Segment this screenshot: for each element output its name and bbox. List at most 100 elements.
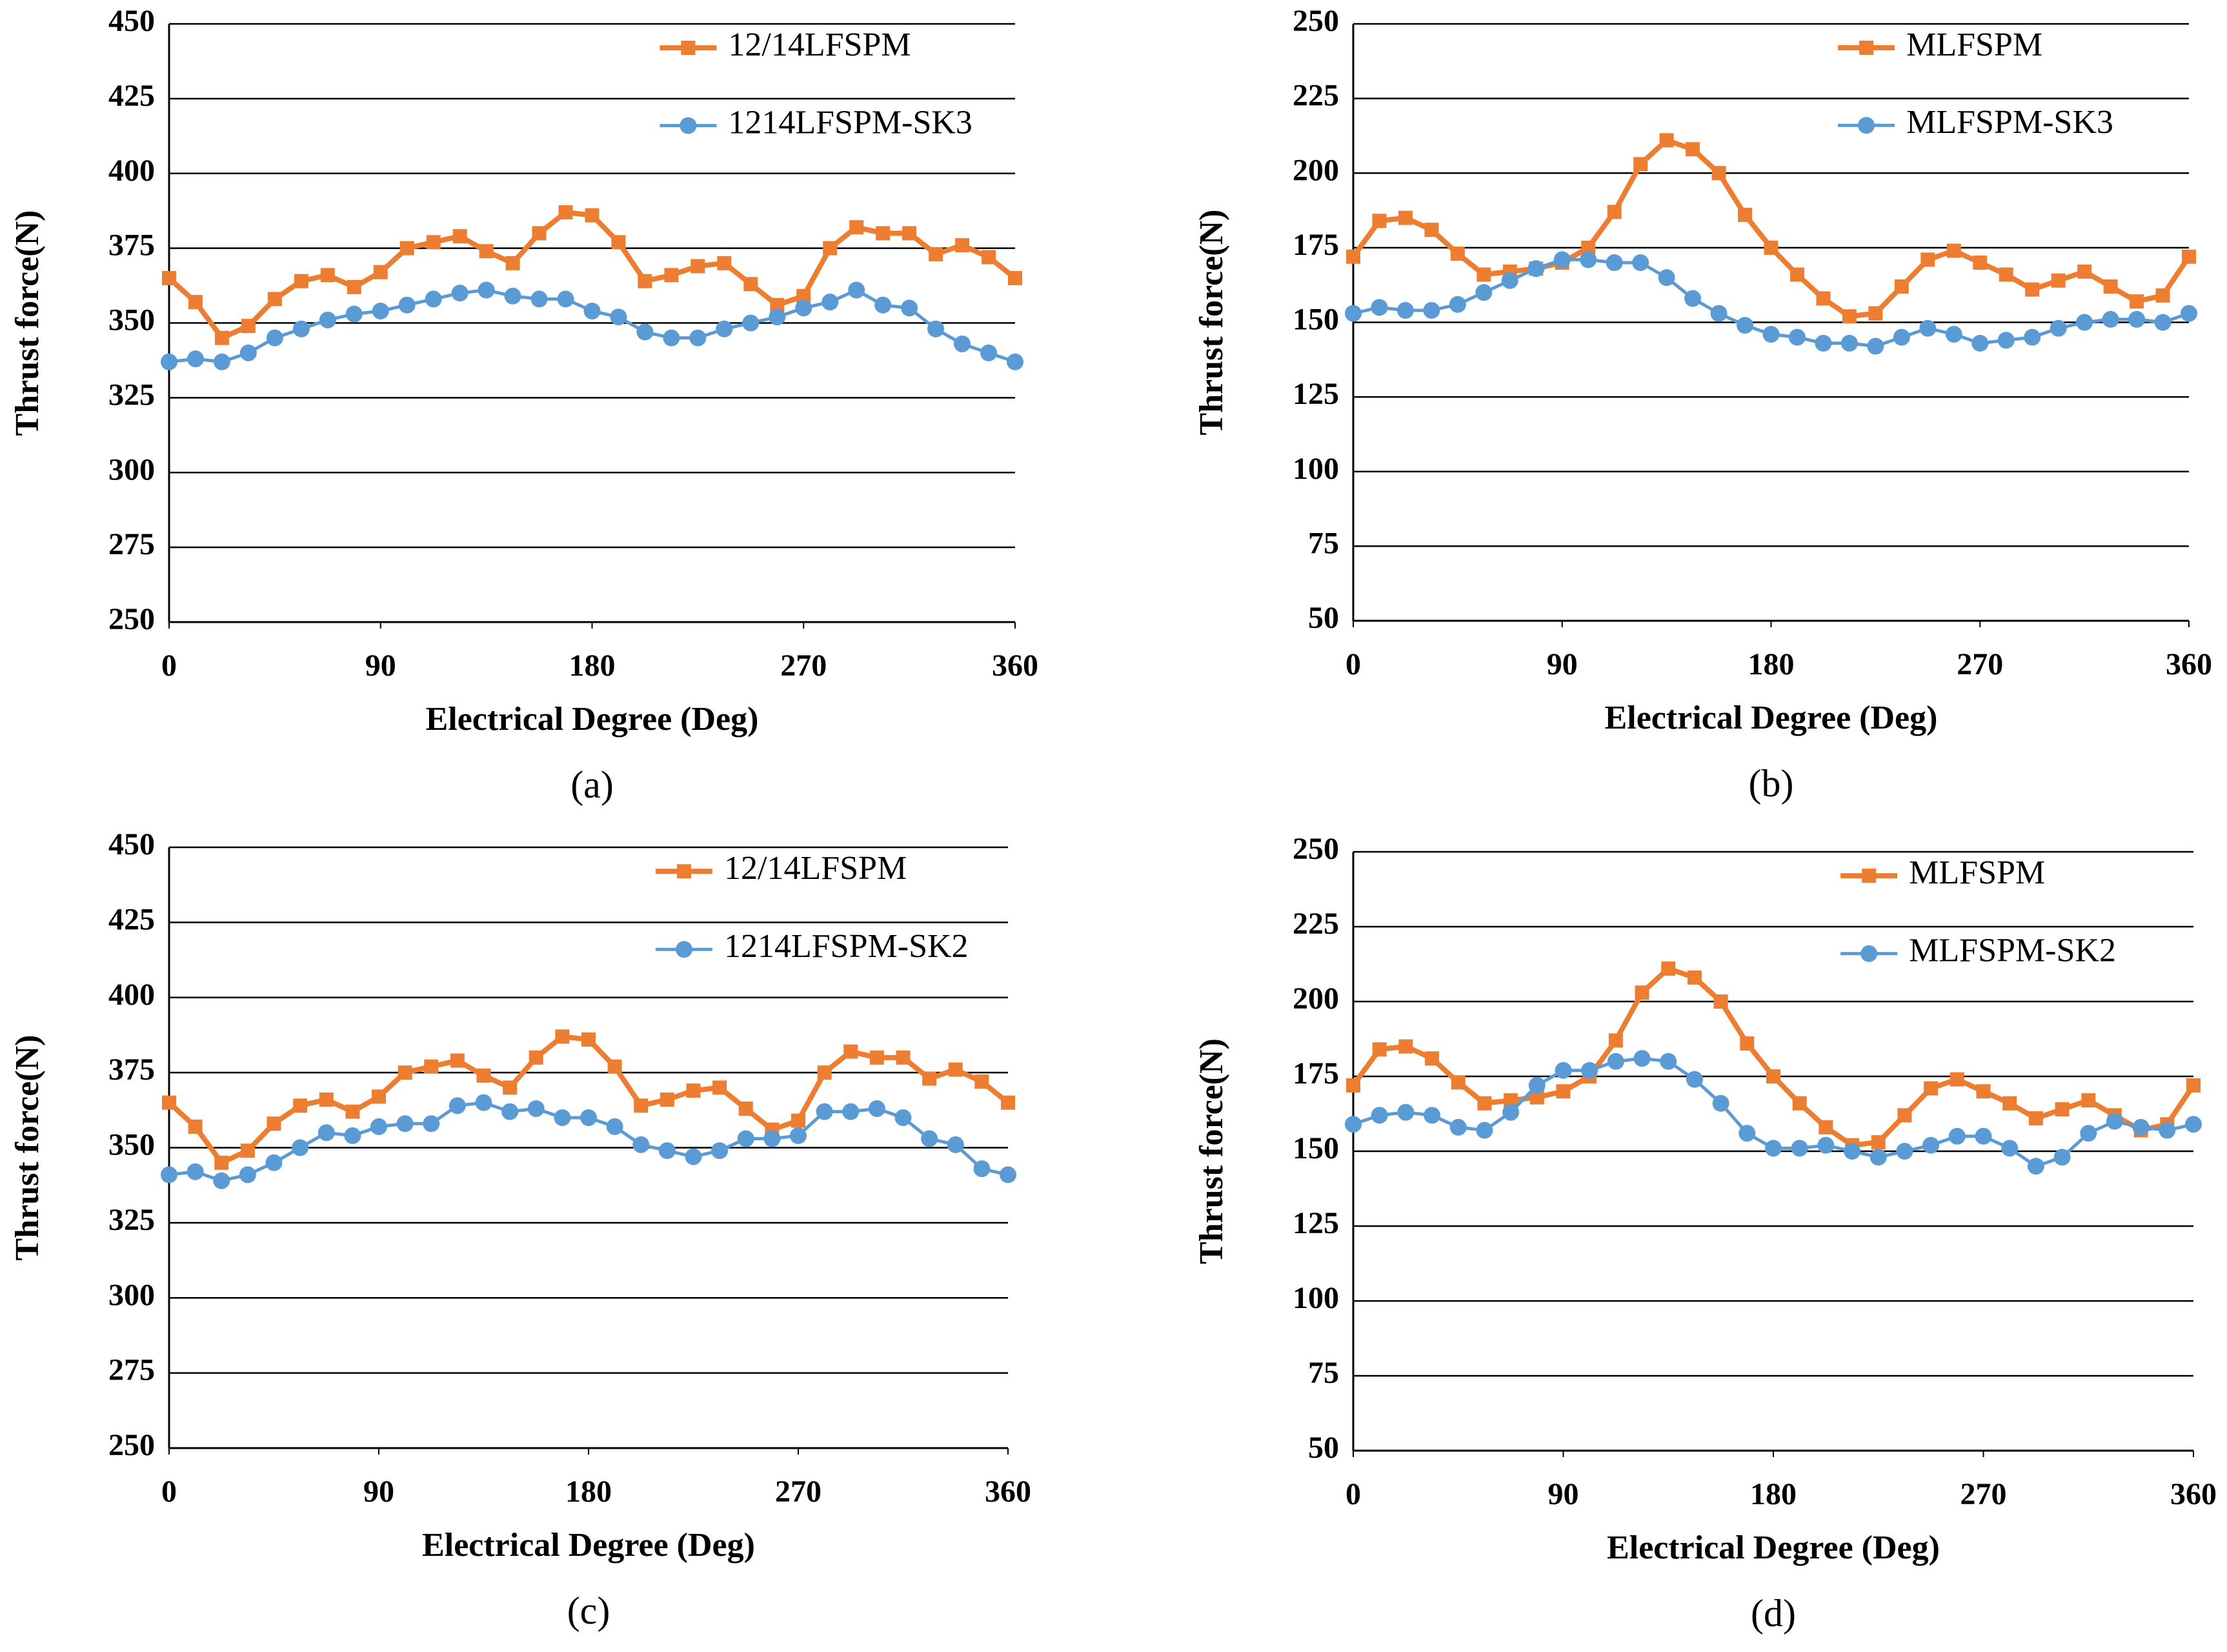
marker [372,1089,386,1104]
marker [1659,133,1674,148]
marker [1975,1127,1992,1145]
marker [1922,1136,1940,1154]
y-axis-title: Thrust force(N) [1193,210,1230,436]
marker [717,256,732,270]
marker [1000,1166,1016,1184]
marker [294,274,308,288]
marker [1816,291,1831,306]
marker [1894,279,1909,294]
marker [186,1163,204,1180]
marker [1398,210,1413,225]
x-tick-label: 360 [985,1475,1031,1509]
marker [982,250,996,265]
marker [2132,1118,2150,1136]
marker [848,281,865,299]
marker [293,1098,308,1113]
marker [1997,332,2015,349]
marker [1007,353,1023,370]
marker [448,1097,466,1114]
x-tick-label: 0 [1345,1477,1361,1511]
marker [214,1155,229,1170]
marker [424,1059,439,1074]
x-tick-label: 180 [1750,1477,1797,1511]
marker [1008,270,1022,285]
marker [1425,1051,1440,1066]
marker [2050,319,2067,337]
marker [1372,1042,1387,1057]
marker [2028,1111,2043,1125]
marker [1687,970,1702,985]
y-tick-label: 425 [108,902,155,936]
x-tick-label: 360 [992,649,1038,683]
marker [317,1124,335,1142]
y-tick-label: 150 [1293,303,1339,337]
y-tick-label: 450 [108,4,155,38]
marker [1788,328,1806,346]
marker [1919,319,1937,337]
y-tick-label: 250 [108,602,155,636]
marker [955,237,970,252]
marker [763,1130,781,1147]
marker [2080,1125,2097,1142]
marker [1896,1143,1913,1160]
x-tick-label: 0 [161,649,177,683]
x-axis-title: Electrical Degree (Deg) [1607,1529,1940,1566]
marker [1396,302,1414,319]
marker [1661,961,1676,976]
marker [1948,1127,1966,1145]
y-axis-title: Thrust force(N) [1193,1038,1230,1264]
marker [1607,205,1622,219]
marker [1868,306,1883,321]
marker [503,1080,518,1095]
marker [1686,1071,1703,1088]
marker [795,299,812,317]
marker [874,296,892,314]
marker [1976,1084,1991,1099]
marker [2051,273,2066,288]
marker [821,294,839,311]
marker [580,1109,597,1126]
marker [241,319,256,334]
marker [1371,299,1388,316]
marker [398,1065,412,1080]
marker [320,268,335,283]
marker [1451,1075,1466,1090]
marker [1924,1081,1939,1096]
marker [1528,1076,1546,1094]
marker [1450,247,1465,261]
marker [2002,1096,2017,1111]
marker [504,287,521,305]
marker [267,1116,281,1131]
marker [532,226,547,241]
marker [1945,326,1962,343]
marker [2182,249,2196,264]
marker [948,1062,963,1077]
marker [1710,305,1728,322]
y-tick-label: 150 [1293,1131,1339,1165]
chart: 50 75 100 125 150 175 200 225 250 0 90 180 270 360 Ele… [1193,832,2217,1635]
legend-marker [676,941,692,958]
legend-label: MLFSPM-SK3 [1906,104,2113,141]
marker [451,285,469,302]
marker [2103,279,2118,294]
marker [239,344,257,361]
marker [902,226,917,241]
marker [876,226,891,241]
marker [1581,240,1596,255]
marker [1553,251,1571,268]
y-tick-label: 250 [108,1428,155,1462]
marker [2102,310,2119,328]
marker [894,1109,912,1126]
marker [530,290,548,308]
marker [1897,1108,1912,1123]
marker [663,329,680,347]
marker [738,1101,753,1116]
marker [2077,264,2092,279]
marker [344,1127,361,1144]
marker [583,302,601,319]
x-tick-label: 90 [1548,1477,1579,1511]
x-tick-label: 90 [363,1475,394,1509]
marker [1711,166,1726,181]
marker [1371,1107,1388,1124]
marker [2001,1140,2019,1157]
